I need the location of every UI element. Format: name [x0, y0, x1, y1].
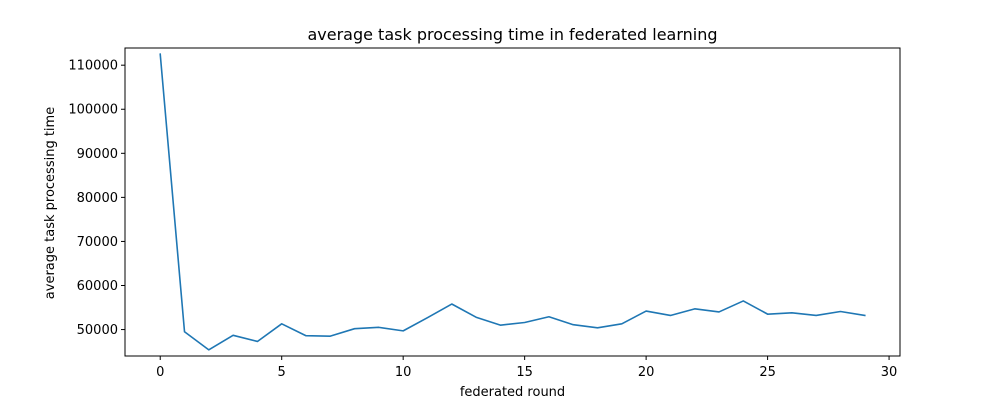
x-tick-label: 25 [759, 365, 776, 380]
data-point [670, 315, 672, 317]
data-point [354, 328, 356, 330]
y-axis-label: average task processing time [43, 107, 58, 299]
data-point [378, 327, 380, 329]
data-point [329, 335, 331, 337]
y-tick-label: 50000 [77, 323, 118, 338]
chart-title: average task processing time in federate… [307, 25, 717, 44]
data-point [451, 303, 453, 305]
x-tick-label: 20 [638, 365, 655, 380]
x-tick-label: 30 [881, 365, 898, 380]
data-point [524, 322, 526, 324]
x-tick-label: 0 [156, 365, 164, 380]
y-tick-label: 100000 [68, 103, 118, 118]
series-layer [159, 53, 866, 351]
data-point [767, 313, 769, 315]
y-tick-label: 90000 [77, 147, 118, 162]
data-point [475, 316, 477, 318]
data-point [159, 53, 161, 55]
data-point [572, 324, 574, 326]
x-tick-label: 15 [516, 365, 533, 380]
data-point [500, 324, 502, 326]
plot-frame [124, 47, 901, 357]
y-tick-label: 60000 [77, 279, 118, 294]
data-point [718, 311, 720, 313]
data-point [840, 311, 842, 313]
data-point [184, 331, 186, 333]
data-point [645, 310, 647, 312]
data-point [791, 312, 793, 314]
x-tick-label: 10 [395, 365, 412, 380]
x-tick-label: 5 [278, 365, 286, 380]
data-point [281, 323, 283, 325]
y-axis-ticks: 50000 60000 70000 80000 90000 100000 110000 [68, 59, 125, 338]
series-line-0 [159, 53, 866, 351]
data-point [597, 327, 599, 329]
data-point [864, 315, 866, 317]
data-point [257, 341, 259, 343]
y-tick-label: 70000 [77, 235, 118, 250]
data-point [815, 315, 817, 317]
data-point [305, 335, 307, 337]
data-point [208, 349, 210, 351]
data-point [402, 330, 404, 332]
x-axis-label: federated round [460, 385, 565, 400]
x-axis-ticks: 0 5 10 15 20 25 30 [156, 356, 897, 380]
data-point [427, 317, 429, 319]
data-point [548, 316, 550, 318]
data-point [621, 323, 623, 325]
y-tick-label: 110000 [68, 59, 118, 74]
data-point [742, 300, 744, 302]
data-point [232, 334, 234, 336]
plot-area [124, 47, 901, 357]
data-point [694, 308, 696, 310]
y-tick-label: 80000 [77, 191, 118, 206]
